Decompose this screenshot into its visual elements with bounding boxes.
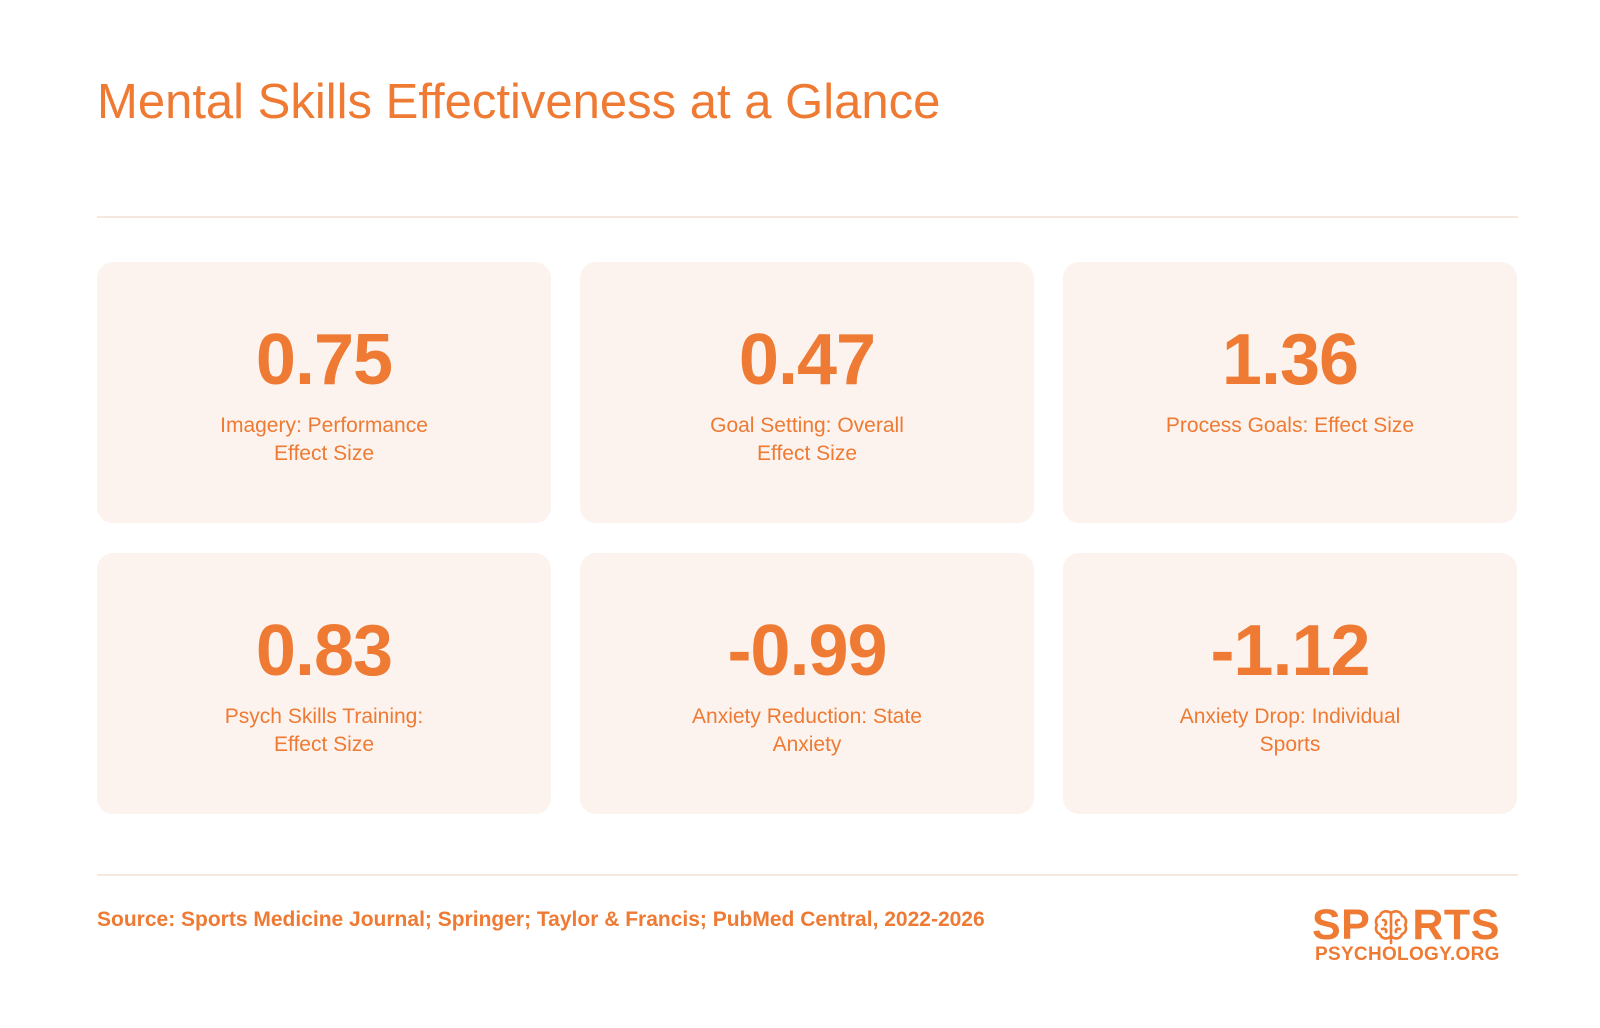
stat-label: Psych Skills Training: Effect Size <box>224 705 424 756</box>
stat-label: Anxiety Reduction: State Anxiety <box>692 705 922 756</box>
stat-label: Process Goals: Effect Size <box>1165 414 1415 437</box>
stat-card-process-goals: 1.36 Process Goals: Effect Size <box>1063 262 1517 523</box>
logo-subtitle: PSYCHOLOGY.ORG <box>1315 944 1500 965</box>
stat-card-anxiety-reduction: -0.99 Anxiety Reduction: State Anxiety <box>580 553 1034 814</box>
page-title: Mental Skills Effectiveness at a Glance <box>97 75 941 129</box>
sports-psychology-logo[interactable]: SP RTS PSYCHOLOGY.ORG <box>1312 904 1512 965</box>
stats-grid: 0.75 Imagery: Performance Effect Size 0.… <box>97 262 1518 814</box>
stat-value: -0.99 <box>727 611 887 691</box>
stat-value: 0.75 <box>255 320 393 400</box>
brain-icon <box>1375 909 1408 944</box>
stat-value: 1.36 <box>1221 320 1359 400</box>
logo-text-right: RTS <box>1412 901 1500 949</box>
stat-label: Imagery: Performance Effect Size <box>220 414 428 465</box>
stat-card-imagery: 0.75 Imagery: Performance Effect Size <box>97 262 551 523</box>
stat-card-psych-skills: 0.83 Psych Skills Training: Effect Size <box>97 553 551 814</box>
stat-card-anxiety-drop: -1.12 Anxiety Drop: Individual Sports <box>1063 553 1517 814</box>
stat-label: Anxiety Drop: Individual Sports <box>1179 705 1401 756</box>
logo-text-left: SP <box>1312 901 1371 949</box>
logo-wordmark: SP RTS <box>1312 904 1500 947</box>
top-divider <box>97 216 1518 218</box>
stat-value: 0.47 <box>738 320 876 400</box>
stat-value: -1.12 <box>1210 611 1370 691</box>
source-citation: Source: Sports Medicine Journal; Springe… <box>97 908 985 931</box>
bottom-divider <box>97 874 1518 876</box>
stat-label: Goal Setting: Overall Effect Size <box>710 414 904 465</box>
stat-card-goal-setting: 0.47 Goal Setting: Overall Effect Size <box>580 262 1034 523</box>
stat-value: 0.83 <box>255 611 393 691</box>
